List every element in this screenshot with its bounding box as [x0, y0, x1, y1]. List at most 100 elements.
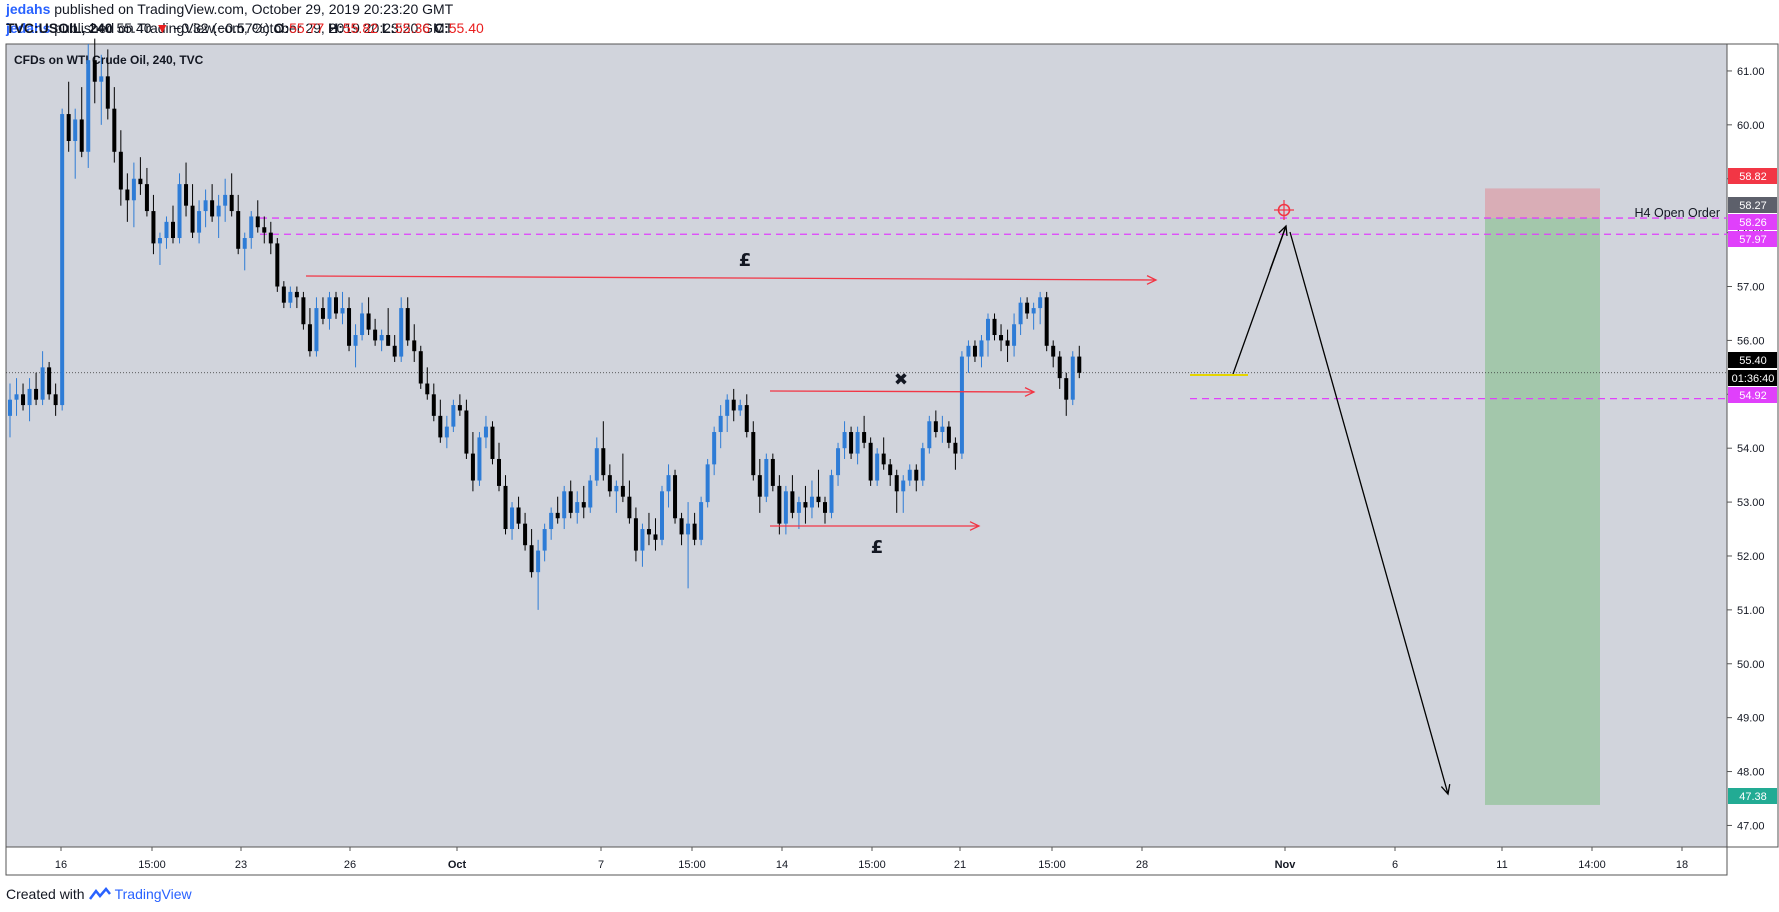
- candle-body[interactable]: [360, 313, 365, 336]
- candle-body[interactable]: [979, 340, 984, 357]
- take-profit-zone[interactable]: [1485, 218, 1600, 805]
- candle-body[interactable]: [1038, 297, 1043, 309]
- candle-body[interactable]: [568, 491, 573, 513]
- candle-body[interactable]: [809, 496, 814, 508]
- candle-body[interactable]: [588, 480, 593, 508]
- candle-body[interactable]: [712, 432, 717, 465]
- candle-body[interactable]: [920, 448, 925, 481]
- candle-body[interactable]: [523, 523, 528, 546]
- candle-body[interactable]: [190, 205, 195, 233]
- candle-body[interactable]: [575, 502, 580, 513]
- candle-body[interactable]: [966, 345, 971, 357]
- candle-body[interactable]: [353, 335, 358, 346]
- candle-body[interactable]: [777, 485, 782, 524]
- candle-body[interactable]: [849, 432, 854, 454]
- candle-body[interactable]: [646, 529, 651, 535]
- candle-body[interactable]: [1077, 356, 1082, 373]
- candle-body[interactable]: [692, 523, 697, 540]
- time-axis[interactable]: [5, 846, 1728, 876]
- candle-body[interactable]: [725, 399, 730, 416]
- candle-body[interactable]: [549, 512, 554, 530]
- candle-body[interactable]: [47, 367, 52, 395]
- candle-body[interactable]: [1051, 345, 1056, 357]
- candle-body[interactable]: [470, 453, 475, 481]
- candle-body[interactable]: [503, 485, 508, 530]
- candle-body[interactable]: [933, 421, 938, 433]
- candle-body[interactable]: [868, 442, 873, 481]
- candle-body[interactable]: [79, 119, 84, 152]
- candle-body[interactable]: [946, 426, 951, 443]
- candle-body[interactable]: [144, 184, 149, 212]
- candle-body[interactable]: [927, 421, 932, 449]
- candle-body[interactable]: [816, 496, 821, 503]
- candle-body[interactable]: [334, 297, 338, 314]
- author-link[interactable]: jedahs: [6, 20, 51, 36]
- candle-body[interactable]: [1064, 378, 1069, 400]
- candle-body[interactable]: [431, 394, 436, 416]
- candle-body[interactable]: [1005, 340, 1010, 346]
- candle-body[interactable]: [386, 335, 391, 346]
- candle-body[interactable]: [836, 448, 841, 476]
- author-name[interactable]: jedahs: [6, 1, 51, 17]
- candle-body[interactable]: [177, 184, 182, 239]
- candle-body[interactable]: [627, 496, 632, 519]
- candle-body[interactable]: [340, 308, 345, 314]
- candle-body[interactable]: [171, 221, 175, 239]
- candle-body[interactable]: [216, 205, 221, 217]
- candle-body[interactable]: [151, 211, 156, 244]
- candle-body[interactable]: [229, 194, 234, 212]
- candle-body[interactable]: [536, 550, 541, 573]
- candle-body[interactable]: [986, 318, 990, 341]
- candle-body[interactable]: [490, 426, 495, 459]
- candle-body[interactable]: [529, 545, 534, 573]
- candle-body[interactable]: [940, 426, 945, 433]
- candle-body[interactable]: [21, 394, 26, 406]
- candle-body[interactable]: [53, 394, 58, 406]
- candle-body[interactable]: [581, 502, 586, 508]
- candle-body[interactable]: [347, 308, 352, 346]
- candle-body[interactable]: [1057, 356, 1062, 379]
- candle-body[interactable]: [497, 458, 501, 486]
- candle-body[interactable]: [366, 313, 371, 330]
- candle-body[interactable]: [184, 184, 189, 206]
- candle-body[interactable]: [477, 437, 482, 481]
- candle-body[interactable]: [757, 475, 762, 497]
- candle-body[interactable]: [653, 534, 658, 540]
- candle-body[interactable]: [99, 76, 104, 82]
- candle-body[interactable]: [1012, 324, 1017, 346]
- candle-body[interactable]: [249, 216, 254, 239]
- candle-body[interactable]: [555, 512, 560, 519]
- candle-body[interactable]: [255, 216, 260, 228]
- candle-body[interactable]: [620, 485, 625, 497]
- candle-body[interactable]: [157, 238, 162, 244]
- tradingview-link[interactable]: TradingView: [114, 886, 192, 902]
- candle-body[interactable]: [803, 502, 808, 508]
- candle-body[interactable]: [1031, 308, 1036, 314]
- candle-body[interactable]: [516, 507, 521, 524]
- candle-body[interactable]: [855, 432, 860, 454]
- candle-body[interactable]: [953, 442, 958, 454]
- candle-body[interactable]: [105, 76, 110, 109]
- candle-body[interactable]: [660, 491, 664, 540]
- candle-body[interactable]: [444, 426, 449, 438]
- candle-body[interactable]: [1044, 297, 1049, 346]
- candle-body[interactable]: [392, 345, 397, 357]
- candle-body[interactable]: [907, 469, 912, 481]
- candle-body[interactable]: [373, 329, 378, 341]
- candle-body[interactable]: [705, 464, 710, 503]
- candle-body[interactable]: [829, 475, 834, 513]
- candle-body[interactable]: [483, 426, 488, 438]
- candle-body[interactable]: [914, 469, 919, 481]
- candle-body[interactable]: [744, 405, 749, 433]
- candle-body[interactable]: [451, 405, 456, 427]
- candle-body[interactable]: [327, 297, 332, 319]
- projection-down-arrow[interactable]: [1289, 231, 1449, 795]
- candle-body[interactable]: [601, 448, 606, 476]
- candle-body[interactable]: [418, 351, 423, 384]
- candle-body[interactable]: [314, 308, 319, 352]
- candle-body[interactable]: [764, 458, 769, 497]
- projection-up-arrow[interactable]: [1269, 225, 1287, 271]
- candle-body[interactable]: [607, 475, 612, 492]
- candle-body[interactable]: [281, 286, 286, 303]
- candle-body[interactable]: [92, 60, 97, 82]
